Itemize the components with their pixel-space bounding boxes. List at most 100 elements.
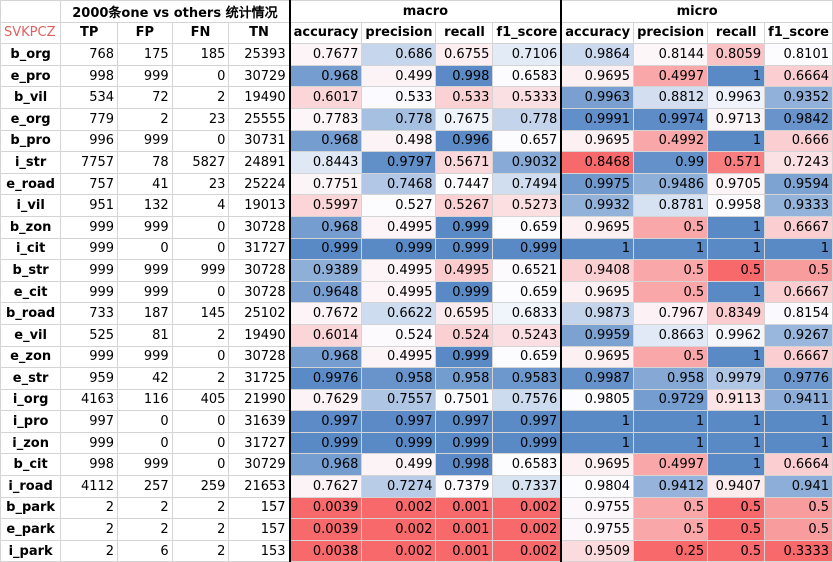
macro-accuracy-cell: 0.968 [288,453,363,477]
tn-cell: 31727 [228,431,291,455]
fp-cell: 2 [117,107,173,131]
micro-f1-cell: 1 [764,410,833,433]
table-row: e_vil 525 81 2 19490 0.6014 0.524 0.524 0.5243 0.… [0,323,833,347]
macro-accuracy-cell: 0.968 [288,345,363,369]
tn-cell: 19490 [228,86,291,109]
fn-cell: 0 [171,431,230,455]
macro-precision-cell: 0.533 [361,86,437,109]
empty-corner-cell [0,0,62,23]
macro-precision-cell: 0.527 [361,194,437,217]
macro-recall-cell: 0.5267 [435,194,494,217]
micro-recall-cell: 0.9958 [707,194,766,217]
micro-recall-cell: 0.5 [707,518,766,541]
micro-precision-cell: 0.25 [633,539,709,562]
row-label: e_zon [0,345,62,369]
row-label: b_park [0,496,62,520]
macro-recall-cell: 0.999 [435,280,494,304]
header-micro-recall: recall [707,21,766,45]
macro-recall-cell: 0.7501 [435,388,494,412]
macro-accuracy-cell: 0.7627 [288,475,363,498]
micro-accuracy-cell: 0.9695 [560,215,635,239]
fn-cell: 23 [171,107,230,131]
micro-recall-cell: 0.9713 [707,107,766,131]
micro-f1-cell: 0.3333 [764,539,833,562]
header-macro-f1: f1_score [492,21,562,45]
tp-cell: 4112 [60,475,119,498]
macro-accuracy-cell: 0.9976 [288,367,363,390]
tp-cell: 999 [60,431,119,455]
micro-accuracy-cell: 0.9695 [560,129,635,153]
fp-cell: 132 [117,194,173,217]
header-fp: FP [117,21,173,45]
macro-f1-cell: 0.6521 [492,259,562,282]
micro-accuracy-cell: 1 [560,431,635,455]
micro-precision-cell: 0.8663 [633,323,709,347]
micro-f1-cell: 0.6667 [764,280,833,304]
macro-recall-cell: 0.999 [435,237,494,261]
macro-f1-cell: 0.999 [492,431,562,455]
macro-f1-cell: 0.657 [492,129,562,153]
tn-cell: 25555 [228,107,291,131]
tn-cell: 153 [228,539,291,562]
row-label: i_org [0,388,62,412]
tn-cell: 31725 [228,367,291,390]
tp-cell: 768 [60,43,119,66]
micro-title: micro [560,0,833,23]
fn-cell: 0 [171,345,230,369]
micro-precision-cell: 0.5 [633,259,709,282]
micro-recall-cell: 0.5 [707,496,766,520]
macro-precision-cell: 0.9797 [361,151,437,174]
header-micro-accuracy: accuracy [560,21,635,45]
macro-precision-cell: 0.958 [361,367,437,390]
micro-precision-cell: 0.4997 [633,453,709,477]
macro-precision-cell: 0.7468 [361,172,437,196]
fp-cell: 72 [117,86,173,109]
row-label: e_org [0,107,62,131]
tp-cell: 525 [60,323,119,347]
table-row: e_str 959 42 2 31725 0.9976 0.958 0.958 0.9583 0.… [0,367,833,390]
micro-accuracy-cell: 0.9408 [560,259,635,282]
fn-cell: 145 [171,302,230,325]
micro-accuracy-cell: 0.9959 [560,323,635,347]
micro-accuracy-cell: 0.9804 [560,475,635,498]
macro-accuracy-cell: 0.7783 [288,107,363,131]
micro-f1-cell: 0.6664 [764,64,833,88]
macro-f1-cell: 0.659 [492,280,562,304]
macro-recall-cell: 0.6755 [435,43,494,66]
tp-cell: 7757 [60,151,119,174]
tn-cell: 31727 [228,237,291,261]
micro-recall-cell: 0.9979 [707,367,766,390]
macro-recall-cell: 0.958 [435,367,494,390]
micro-f1-cell: 0.9776 [764,367,833,390]
tp-cell: 733 [60,302,119,325]
macro-recall-cell: 0.7379 [435,475,494,498]
header-macro-accuracy: accuracy [288,21,363,45]
macro-accuracy-cell: 0.5997 [288,194,363,217]
micro-f1-cell: 0.6664 [764,453,833,477]
micro-accuracy-cell: 0.9991 [560,107,635,131]
tn-cell: 30728 [228,215,291,239]
macro-recall-cell: 0.999 [435,431,494,455]
macro-f1-cell: 0.6583 [492,453,562,477]
micro-recall-cell: 0.9705 [707,172,766,196]
micro-precision-cell: 0.9974 [633,107,709,131]
fn-cell: 2 [171,367,230,390]
tp-cell: 998 [60,453,119,477]
micro-recall-cell: 0.8349 [707,302,766,325]
fp-cell: 187 [117,302,173,325]
macro-accuracy-cell: 0.7751 [288,172,363,196]
macro-recall-cell: 0.998 [435,453,494,477]
micro-f1-cell: 0.9267 [764,323,833,347]
fp-cell: 999 [117,64,173,88]
macro-accuracy-cell: 0.999 [288,237,363,261]
micro-precision-cell: 1 [633,410,709,433]
row-label: i_road [0,475,62,498]
tn-cell: 30728 [228,345,291,369]
table-row: b_park 2 2 2 157 0.0039 0.002 0.001 0.002 0.9755 0… [0,496,833,520]
row-label: e_park [0,518,62,541]
micro-precision-cell: 0.5 [633,496,709,520]
macro-recall-cell: 0.999 [435,215,494,239]
tp-cell: 534 [60,86,119,109]
table-row: i_pro 997 0 0 31639 0.997 0.997 0.997 0.997 1 1 1 1 [0,410,833,433]
macro-recall-cell: 0.6595 [435,302,494,325]
